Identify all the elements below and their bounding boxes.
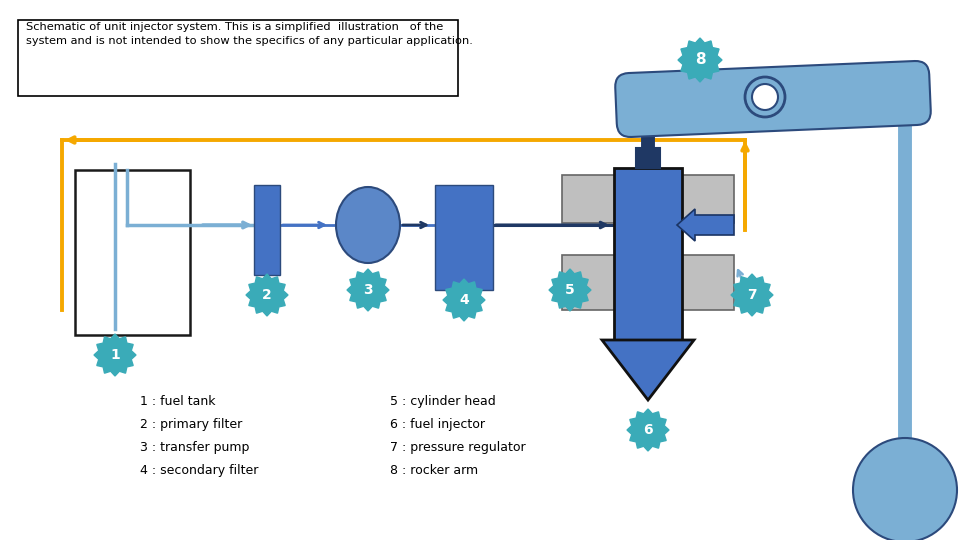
Text: 1 : fuel tank: 1 : fuel tank [140,395,215,408]
Polygon shape [443,279,485,321]
Text: 1: 1 [110,348,120,362]
Text: 7 : pressure regulator: 7 : pressure regulator [390,441,526,454]
Text: 2 : primary filter: 2 : primary filter [140,418,242,431]
Ellipse shape [336,187,400,263]
Text: 8 : rocker arm: 8 : rocker arm [390,464,478,477]
Bar [614,168,682,340]
FancyBboxPatch shape [615,61,931,137]
Text: 4 : secondary filter: 4 : secondary filter [140,464,258,477]
Circle shape [745,77,785,117]
Circle shape [853,438,957,540]
Polygon shape [94,334,136,376]
Polygon shape [246,274,288,316]
Text: 7: 7 [747,288,756,302]
Text: 6 : fuel injector: 6 : fuel injector [390,418,485,431]
Polygon shape [627,409,669,451]
FancyArrow shape [677,209,734,241]
Text: 6: 6 [643,423,653,437]
Bar [636,148,660,168]
Text: 3: 3 [363,283,372,297]
Bar [254,185,280,275]
Text: 4: 4 [459,293,468,307]
Text: Schematic of unit injector system. This is a simplified  illustration   of the
s: Schematic of unit injector system. This … [26,22,473,46]
Text: 5 : cylinder head: 5 : cylinder head [390,395,495,408]
Bar [562,255,617,310]
Bar [682,255,734,310]
Bar [562,175,617,223]
Polygon shape [347,269,389,311]
Circle shape [752,84,778,110]
Polygon shape [549,269,591,311]
Bar [75,170,190,335]
Text: 2: 2 [262,288,272,302]
Text: 5: 5 [565,283,575,297]
FancyBboxPatch shape [18,20,458,96]
Bar [435,185,493,290]
Polygon shape [678,38,722,82]
Bar [682,175,734,223]
Text: 8: 8 [695,52,706,68]
Polygon shape [602,340,694,400]
Polygon shape [731,274,773,316]
Text: 3 : transfer pump: 3 : transfer pump [140,441,250,454]
